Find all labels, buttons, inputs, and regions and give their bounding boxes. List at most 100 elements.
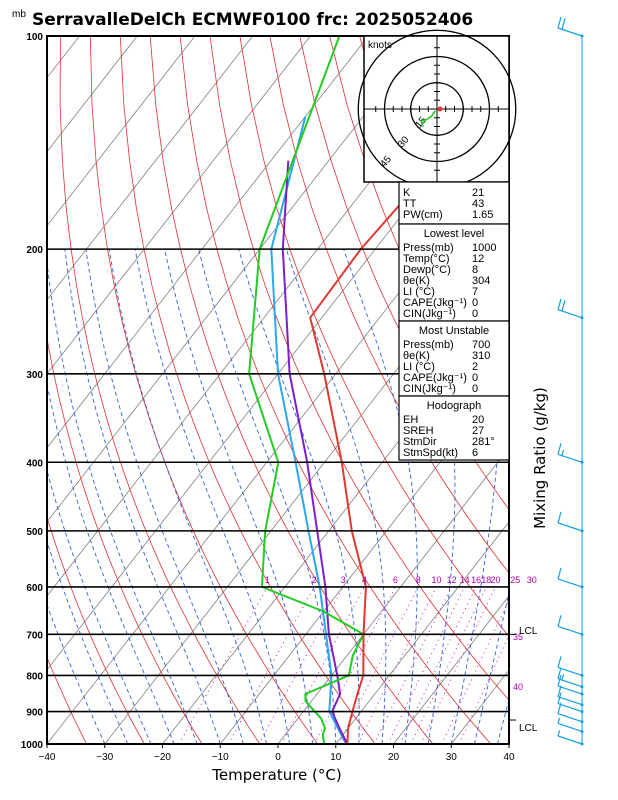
dry-adiabat-line <box>0 36 29 744</box>
parcel-curve <box>281 160 349 744</box>
mixing-ratio-line <box>281 586 365 744</box>
theta-e-label: 40 <box>513 682 523 692</box>
isotherm-line <box>47 36 369 449</box>
pressure-tick-label: 600 <box>26 583 43 594</box>
indices-section <box>398 395 510 461</box>
mixing-ratio-label: 8 <box>416 575 421 585</box>
virtual-temperature-curve <box>270 116 347 744</box>
wind-barb <box>557 443 584 464</box>
hodograph-units-label: knots <box>368 40 392 51</box>
isotherm-line <box>104 225 509 744</box>
pressure-unit-label: mb <box>12 9 26 20</box>
pressure-tick-label: 200 <box>26 245 43 256</box>
indices-section-title: Lowest level <box>424 228 485 240</box>
mixing-ratio-label: 4 <box>362 575 367 585</box>
wind-barb-flag <box>557 298 562 310</box>
index-value: 0 <box>472 308 478 320</box>
x-tick-label: −20 <box>154 752 171 763</box>
pressure-tick-label: 900 <box>26 708 43 719</box>
isotherm-line <box>508 743 509 744</box>
index-value: 0 <box>472 372 478 384</box>
wind-barb-shaft <box>557 578 583 588</box>
pressure-tick-label: 300 <box>26 370 43 381</box>
mixing-ratio-line <box>441 599 509 744</box>
mixing-ratio-label: 3 <box>341 575 346 585</box>
lcl-label: LCL <box>519 723 538 734</box>
wind-barb-flag <box>557 674 562 687</box>
dry-adiabat-line <box>47 516 145 744</box>
wind-barb-shaft <box>557 703 583 713</box>
dry-adiabat-line <box>149 36 434 744</box>
moist-adiabat-line <box>134 249 291 744</box>
index-value: 304 <box>472 275 490 287</box>
y-axis-label-right: Mixing Ratio (g/kg) <box>531 387 549 529</box>
index-label: StmDir <box>403 436 437 448</box>
wind-barb <box>557 685 584 707</box>
wind-barb-shaft <box>557 453 583 463</box>
index-label: TT <box>403 198 417 210</box>
index-label: CAPE(Jkg⁻¹) <box>403 372 467 384</box>
dry-adiabat-line <box>508 36 509 37</box>
x-axis-label: Temperature (°C) <box>211 766 341 784</box>
index-label: Press(mb) <box>403 339 454 351</box>
wind-barb-shaft <box>557 696 583 706</box>
wind-barb-flag <box>561 18 566 30</box>
dry-adiabat-line <box>269 36 509 574</box>
indices-panel: K 21 TT 43 PW(cm) 1.65 Lowest level Press(mb) 10… <box>398 181 510 461</box>
background-grid <box>0 36 618 744</box>
index-value: 12 <box>472 253 484 265</box>
dry-adiabat-line <box>569 36 618 744</box>
moist-adiabat-line <box>473 590 509 744</box>
index-label: LI (°C) <box>403 286 435 298</box>
moist-adiabat-line <box>47 468 152 744</box>
mixing-ratio-label: 16 <box>471 575 481 585</box>
wind-barb <box>557 692 584 714</box>
temperature-profile-line <box>309 73 509 744</box>
wind-barb-flag <box>557 702 562 714</box>
moist-adiabat-line <box>47 258 198 744</box>
index-label: CAPE(Jkg⁻¹) <box>403 297 467 309</box>
dry-adiabat-line <box>59 36 261 744</box>
dry-adiabat-line <box>299 36 509 511</box>
isotherm-line <box>47 36 138 153</box>
isotherm-line <box>277 447 509 744</box>
mixing-ratio-line <box>178 586 268 744</box>
index-label: EH <box>403 414 418 426</box>
indices-section-title: Hodograph <box>427 400 481 412</box>
mixing-ratio-label: 6 <box>393 575 398 585</box>
sounding-profiles <box>248 36 509 744</box>
wind-barb-flag <box>557 685 562 697</box>
moist-adiabat-line <box>85 249 244 744</box>
moist-adiabat-line <box>450 249 501 744</box>
dry-adiabat-line <box>239 36 509 638</box>
wind-barb-shaft <box>557 309 583 319</box>
isotherm-line <box>0 36 22 744</box>
wind-barb-shaft <box>557 722 583 733</box>
wind-barb-flag <box>557 16 562 29</box>
index-value: 7 <box>472 286 478 298</box>
index-value: 700 <box>472 339 490 351</box>
x-tick-label: 0 <box>275 752 281 763</box>
index-value: 0 <box>472 297 478 309</box>
wind-barb <box>557 567 584 589</box>
isotherm-line <box>47 36 254 301</box>
wind-barb-column <box>557 16 584 746</box>
wind-barb <box>557 16 584 38</box>
isotherm-line <box>47 36 311 375</box>
wind-barb-half-flag <box>557 717 561 724</box>
index-label: CIN(Jkg⁻¹) <box>403 308 456 320</box>
moist-adiabat-line <box>238 248 360 744</box>
mixing-ratio-label: 18 <box>481 575 491 585</box>
wind-barb-shaft <box>557 666 583 676</box>
index-value: 20 <box>472 414 484 426</box>
wind-barb-flag <box>557 443 562 455</box>
wind-barb-shaft <box>557 678 583 688</box>
wind-barb-flag <box>557 692 562 704</box>
storm-motion-marker <box>437 106 443 112</box>
index-label: LI (°C) <box>403 361 435 373</box>
moist-adiabat-line <box>497 697 509 744</box>
mixing-ratio-line <box>458 634 509 744</box>
